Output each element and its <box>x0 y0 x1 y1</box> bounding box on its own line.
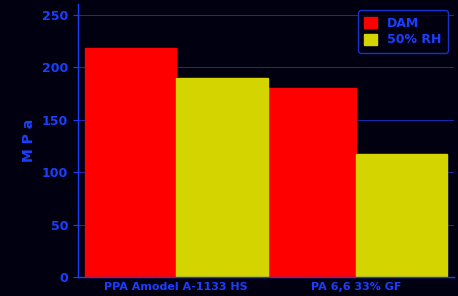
Bar <box>85 48 176 277</box>
Y-axis label: M P a: M P a <box>22 119 37 162</box>
Bar <box>176 78 267 277</box>
Bar <box>264 88 356 277</box>
Bar <box>356 154 447 277</box>
Legend: DAM, 50% RH: DAM, 50% RH <box>358 10 447 53</box>
